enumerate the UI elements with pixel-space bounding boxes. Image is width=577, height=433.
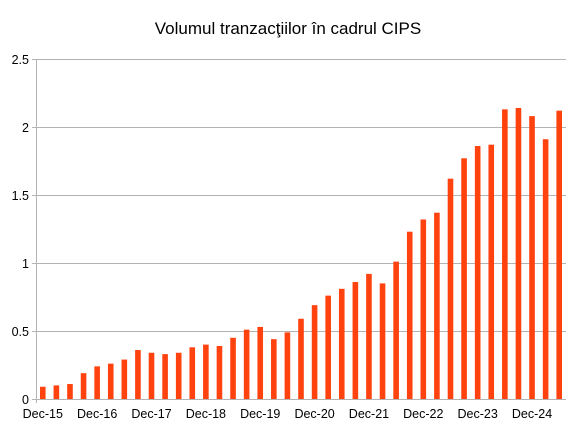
bar (366, 273, 372, 399)
bar (393, 261, 399, 399)
bar (298, 318, 304, 399)
x-tick-label: Dec-24 (512, 407, 552, 421)
bar (189, 347, 196, 399)
x-tick-label: Dec-19 (240, 407, 280, 421)
x-tick-label: Dec-20 (294, 407, 334, 421)
x-tick-label: Dec-23 (458, 407, 498, 421)
y-tick-label: 2 (22, 121, 29, 135)
x-tick-label: Dec-22 (403, 407, 443, 421)
bar (94, 366, 100, 399)
bar (474, 146, 481, 399)
y-tick-label: 0.5 (12, 325, 29, 339)
bar (80, 373, 87, 399)
x-tick-label: Dec-16 (77, 407, 117, 421)
axes (32, 59, 566, 403)
bar (162, 354, 168, 399)
y-axis-ticks: 0 0.5 1 1.5 2 2.5 (12, 53, 29, 407)
bar (542, 139, 549, 400)
bar (325, 295, 331, 399)
y-tick-label: 1.5 (12, 189, 29, 203)
x-tick-label: Dec-15 (23, 407, 63, 421)
x-tick-label: Dec-17 (131, 407, 171, 421)
y-tick-label: 0 (22, 393, 29, 407)
bar (447, 178, 454, 399)
x-tick-label: Dec-21 (349, 407, 389, 421)
x-axis-ticks: Dec-15 Dec-16 Dec-17 Dec-18 Dec-19 Dec-20 Dec-… (23, 407, 553, 421)
chart-title: Volumul tranzacţiilor în cadrul CIPS (155, 19, 421, 38)
bar (420, 219, 427, 399)
bar (53, 385, 60, 399)
bar (203, 344, 209, 399)
y-tick-label: 2.5 (12, 53, 29, 67)
bars (39, 107, 563, 400)
y-tick-label: 1 (22, 257, 29, 271)
bar (488, 144, 495, 399)
bar (67, 384, 73, 399)
bar (515, 107, 522, 400)
bar (175, 352, 182, 399)
bar (406, 231, 413, 399)
bar (216, 345, 223, 399)
bar (271, 339, 277, 399)
bar (243, 329, 250, 399)
bar (257, 326, 264, 399)
bar (502, 109, 508, 399)
bar (311, 305, 318, 399)
bar (379, 283, 386, 399)
bar (461, 158, 467, 399)
bar (529, 116, 535, 400)
bar (107, 363, 114, 399)
bar (135, 350, 141, 399)
bar (39, 386, 46, 399)
bar (556, 110, 563, 400)
bar (148, 352, 155, 399)
bar (434, 212, 440, 399)
bar (352, 282, 359, 399)
bar (121, 359, 128, 399)
bar (338, 288, 345, 399)
bar (230, 337, 236, 399)
x-tick-label: Dec-18 (186, 407, 226, 421)
bar (284, 332, 291, 399)
